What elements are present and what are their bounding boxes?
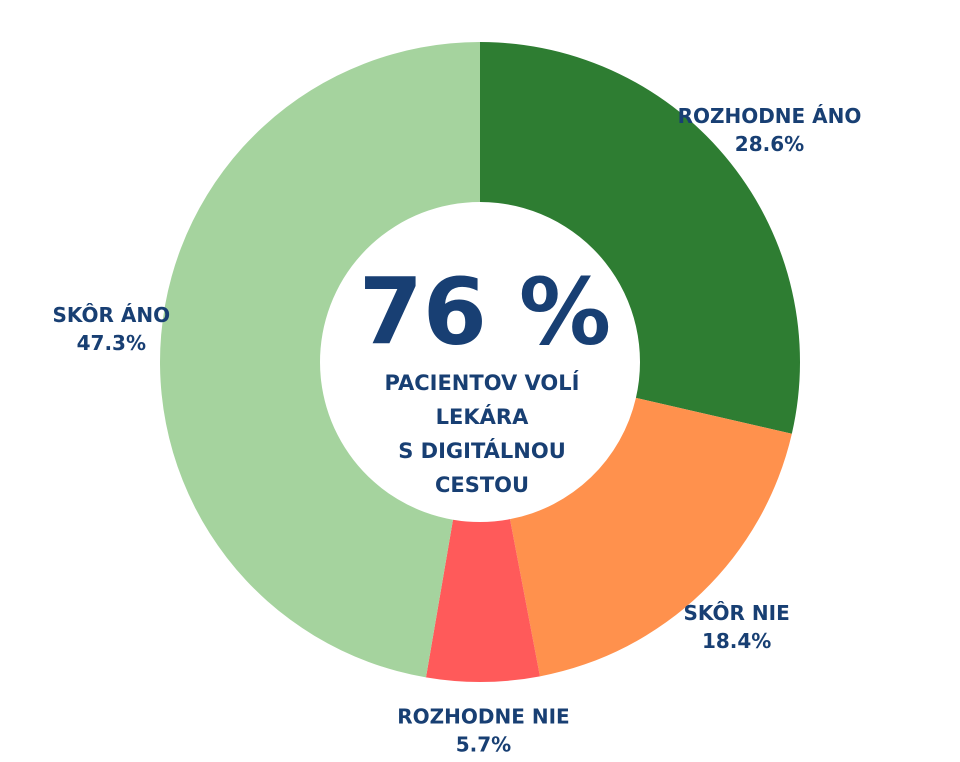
center-label: CESTOU xyxy=(435,473,529,497)
donut-slice xyxy=(509,397,792,677)
slice-value-label: 28.6% xyxy=(735,132,804,156)
slice-value-label: 47.3% xyxy=(77,331,146,355)
center-label: LEKÁRA xyxy=(436,404,529,429)
slice-label: SKÔR NIE xyxy=(684,601,790,625)
labels: ROZHODNE ÁNO 28.6% SKÔR NIE 18.4% ROZHODNE N… xyxy=(53,104,862,756)
center-label: S DIGITÁLNOU xyxy=(398,438,566,463)
slice-label: ROZHODNE ÁNO xyxy=(678,104,862,128)
donut-slice xyxy=(425,519,540,682)
slice-value-label: 18.4% xyxy=(702,629,771,653)
donut-slice xyxy=(160,42,480,678)
slice-value-label: 5.7% xyxy=(456,732,511,756)
donut-slice xyxy=(480,42,801,434)
slice-label: SKÔR ÁNO xyxy=(53,303,171,327)
slices xyxy=(160,42,801,682)
center-label: PACIENTOV VOLÍ xyxy=(385,370,580,395)
slice-label: ROZHODNE NIE xyxy=(397,704,569,728)
center-value: 76 % xyxy=(359,258,611,365)
